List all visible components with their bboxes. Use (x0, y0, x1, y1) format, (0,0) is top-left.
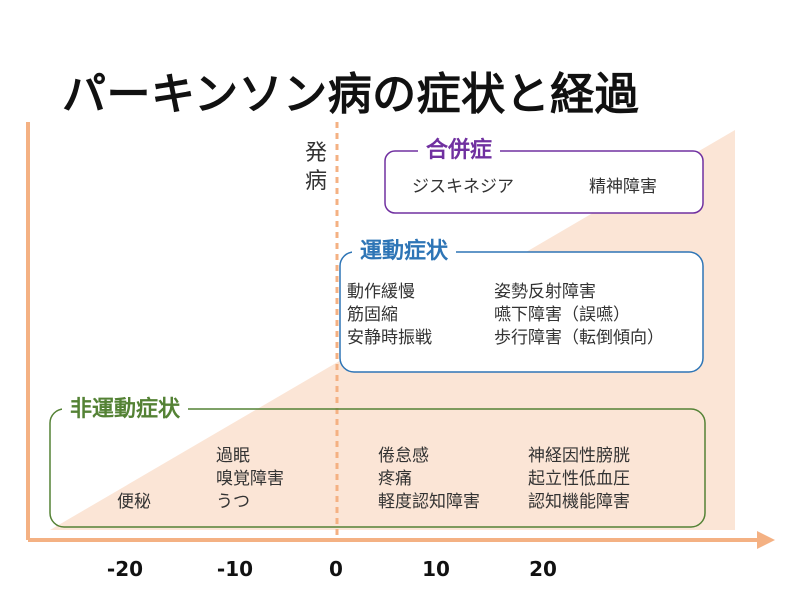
symptom-item: 過眠 (216, 446, 250, 466)
x-tick-label: 10 (422, 557, 450, 581)
motor-column: 姿勢反射障害 嚥下障害（誤嚥） 歩行障害（転倒傾向） (494, 281, 664, 350)
onset-label: 発 病 (304, 140, 328, 196)
non-motor-title: 非運動症状 (62, 397, 189, 423)
symptom-item: 嚥下障害（誤嚥） (494, 305, 630, 325)
non-motor-box (49, 408, 706, 528)
symptom-item: 認知機能障害 (528, 492, 630, 512)
complications-column: ジスキネジア (412, 176, 514, 199)
non-motor-column: 神経因性膀胱 起立性低血圧 認知機能障害 (528, 445, 630, 514)
symptom-item: 軽度認知障害 (378, 492, 480, 512)
symptom-item: 倦怠感 (378, 446, 429, 466)
symptom-item: 姿勢反射障害 (494, 282, 596, 302)
complications-box (384, 150, 704, 214)
symptom-item: 動作緩慢 (347, 282, 415, 302)
non-motor-column: 倦怠感 疼痛 軽度認知障害 (378, 445, 480, 514)
symptom-item: 神経因性膀胱 (528, 446, 630, 466)
symptom-item: うつ (216, 492, 250, 512)
symptom-item: 起立性低血圧 (528, 469, 630, 489)
slide-title: パーキンソン病の症状と経過 (62, 69, 640, 120)
motor-column: 動作緩慢 筋固縮 安静時振戦 (347, 281, 432, 350)
symptom-item: 嗅覚障害 (216, 469, 284, 489)
symptom-item: 精神障害 (589, 177, 657, 197)
x-tick-label: 20 (529, 557, 557, 581)
non-motor-column: 便秘 (117, 491, 151, 514)
motor-box (339, 251, 704, 373)
symptom-item: 歩行障害（転倒傾向） (494, 328, 664, 348)
onset-label-char: 病 (304, 169, 327, 194)
motor-title: 運動症状 (352, 239, 457, 265)
onset-label-char: 発 (304, 141, 327, 166)
x-tick-label: -10 (216, 557, 254, 581)
x-tick-label: 0 (329, 557, 343, 581)
non-motor-column: 過眠 嗅覚障害 うつ (216, 445, 284, 514)
complications-column: 精神障害 (589, 176, 657, 199)
x-tick-label: -20 (106, 557, 144, 581)
symptom-item: 疼痛 (378, 469, 412, 489)
symptom-item: 便秘 (117, 492, 151, 512)
symptom-item: 安静時振戦 (347, 328, 432, 348)
complications-title: 合併症 (418, 138, 501, 164)
symptom-item: 筋固縮 (347, 305, 398, 325)
x-axis-arrowhead (757, 531, 775, 549)
symptom-item: ジスキネジア (412, 177, 514, 197)
